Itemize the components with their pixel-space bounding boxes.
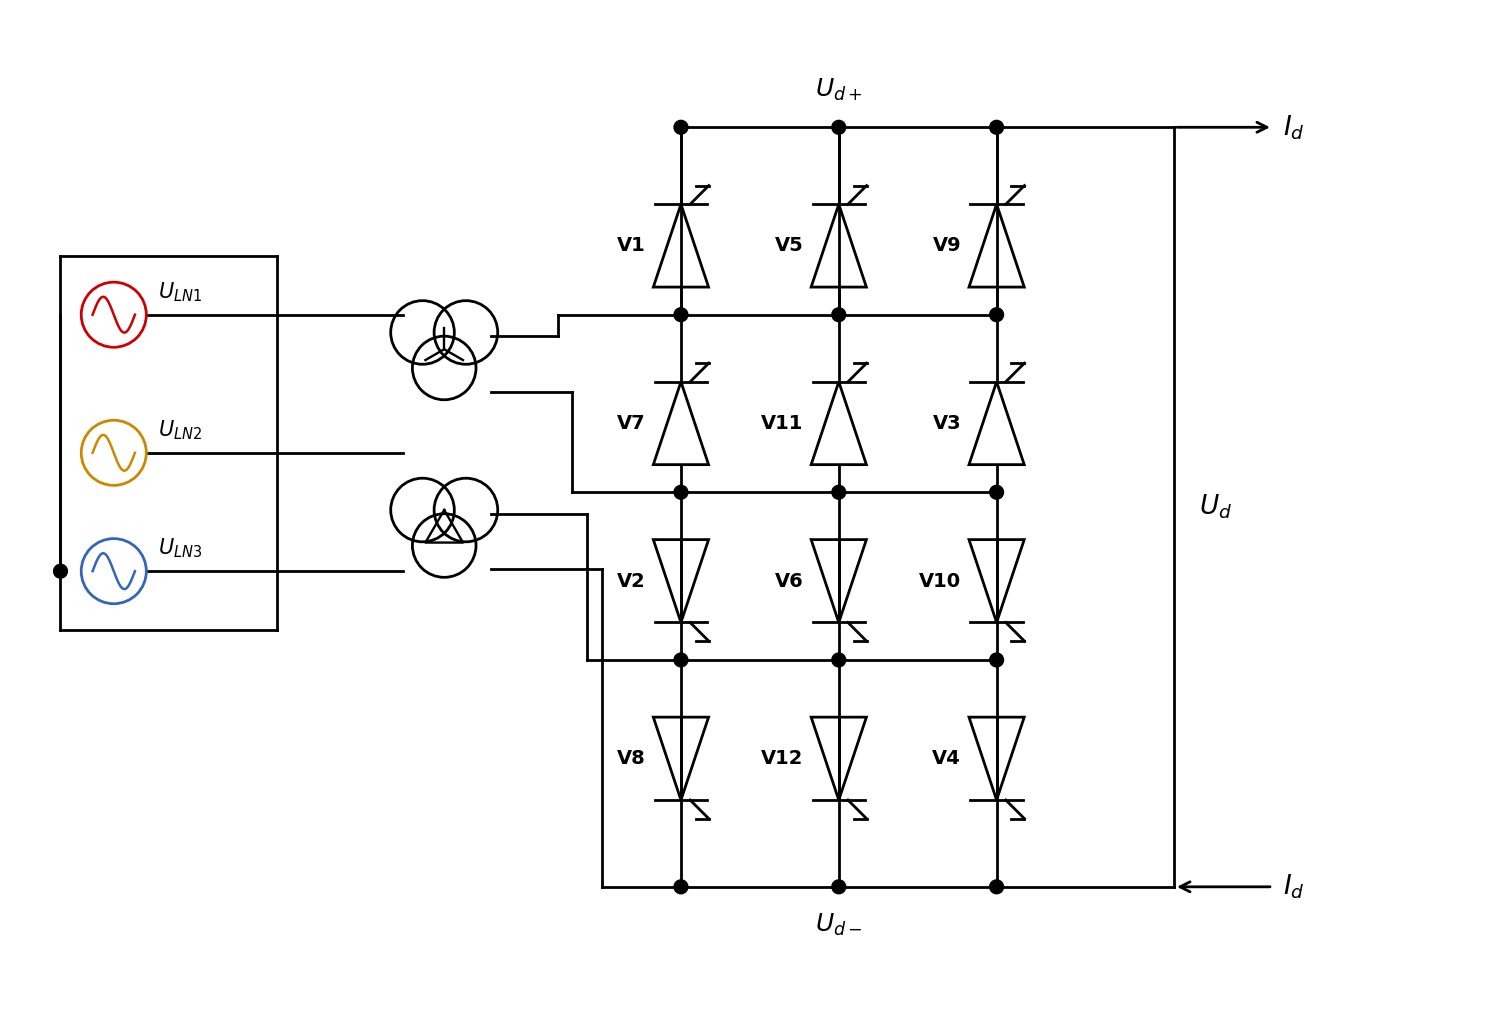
Text: $U_{LN3}$: $U_{LN3}$ xyxy=(158,537,203,560)
Circle shape xyxy=(990,653,1004,666)
Circle shape xyxy=(833,308,846,322)
Text: $U_{LN2}$: $U_{LN2}$ xyxy=(158,418,203,442)
Text: V1: V1 xyxy=(616,236,645,256)
Text: $U_{d+}$: $U_{d+}$ xyxy=(815,77,862,102)
Text: V6: V6 xyxy=(774,571,804,591)
Text: $U_{d-}$: $U_{d-}$ xyxy=(815,912,862,937)
Circle shape xyxy=(674,653,688,666)
Circle shape xyxy=(674,308,688,322)
Text: $U_{LN1}$: $U_{LN1}$ xyxy=(158,280,203,304)
Text: V9: V9 xyxy=(933,236,962,256)
Circle shape xyxy=(833,653,846,666)
Text: $U_d$: $U_d$ xyxy=(1198,493,1231,521)
Circle shape xyxy=(674,121,688,134)
Circle shape xyxy=(833,485,846,499)
Circle shape xyxy=(833,880,846,893)
Text: $I_d$: $I_d$ xyxy=(1282,873,1305,901)
Circle shape xyxy=(990,485,1004,499)
Circle shape xyxy=(54,564,68,578)
Text: V8: V8 xyxy=(616,749,645,769)
Text: V3: V3 xyxy=(933,414,962,432)
Circle shape xyxy=(833,121,846,134)
Text: V7: V7 xyxy=(616,414,645,432)
Circle shape xyxy=(674,485,688,499)
Text: V4: V4 xyxy=(933,749,962,769)
Text: V10: V10 xyxy=(920,571,962,591)
Text: V12: V12 xyxy=(760,749,804,769)
Text: V2: V2 xyxy=(616,571,645,591)
Circle shape xyxy=(990,121,1004,134)
Text: V5: V5 xyxy=(774,236,804,256)
Circle shape xyxy=(990,308,1004,322)
Text: V11: V11 xyxy=(760,414,804,432)
Circle shape xyxy=(990,880,1004,893)
Circle shape xyxy=(674,880,688,893)
Text: $I_d$: $I_d$ xyxy=(1282,113,1305,141)
